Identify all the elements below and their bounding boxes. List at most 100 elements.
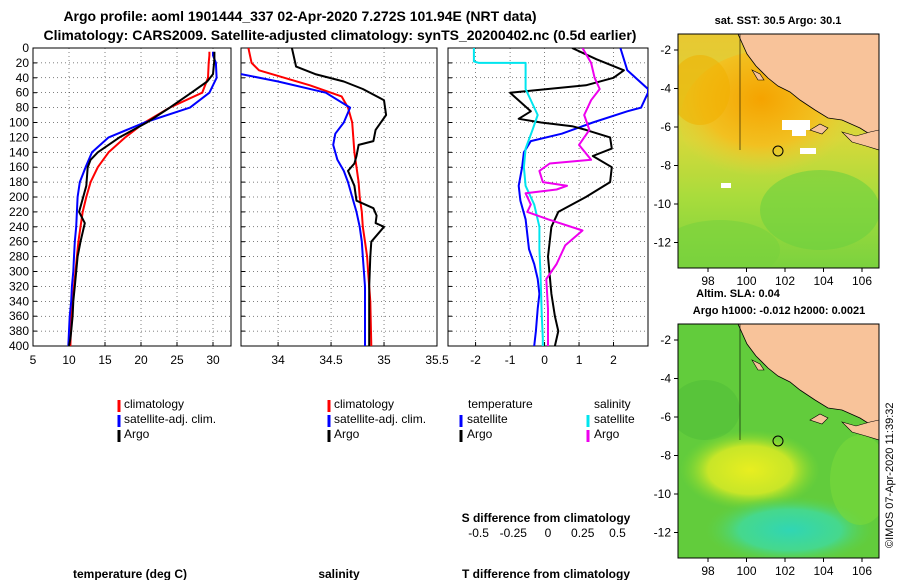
y-tick-label: 120 [9,130,29,144]
map-y-tick-label: -10 [654,487,672,501]
x-tick-label: -2 [470,353,481,367]
top-tick-label: 0.25 [571,526,595,540]
undefined-line-satellite-adj-clim- [241,73,366,346]
undefined-series-group [67,51,218,346]
figure-title-line2: Climatology: CARS2009. Satellite-adjuste… [44,27,637,43]
undefined-line-climatology [247,48,373,346]
sst-map-frame [677,33,880,269]
undefined-line-salinity-satellite [472,48,544,346]
y-tick-label: 380 [9,324,29,338]
x-tick-label: 5 [30,353,37,367]
map-x-tick-label: 100 [736,564,756,578]
map-x-tick-label: 98 [701,564,715,578]
y-tick-label: 360 [9,309,29,323]
top-tick-label: 0.5 [609,526,626,540]
data-series [67,48,648,346]
sla-map-title-line2: Argo h1000: -0.012 h2000: 0.0021 [693,305,865,317]
y-tick-label: 20 [16,56,30,70]
salinity-panel [240,47,438,347]
x-tick-label: 35.5 [425,353,449,367]
legend-sal-satellite-label: satellite [594,412,635,426]
map-x-tick-label: 104 [813,274,833,288]
map-x-tick-label: 102 [775,274,795,288]
undefined-line-temperature-satellite [517,48,648,346]
map-x-tick-label: 98 [701,274,715,288]
map-x-tick-label: 102 [775,564,795,578]
y-tick-label: 260 [9,235,29,249]
y-tick-label: 40 [16,71,30,85]
difference-xlabel: T difference from climatology [462,567,630,580]
x-tick-label: -1 [505,353,516,367]
y-tick-label: 140 [9,145,29,159]
y-tick-label: 220 [9,205,29,219]
undefined-line-salinity-argo [524,48,601,346]
axes: 0204060801001201401601802002202402602803… [9,41,626,540]
map-y-tick-label: -10 [654,197,672,211]
map-y-tick-label: -12 [654,526,672,540]
legend-temp-satellite-label: satellite [467,412,508,426]
y-tick-label: 100 [9,116,29,130]
map-x-tick-label: 100 [736,274,756,288]
imos-credit: ©IMOS 07-Apr-2020 11:39:32 [884,403,896,548]
top-tick-label: -0.5 [468,526,489,540]
legend-argo-label: Argo [124,427,150,441]
y-tick-label: 240 [9,220,29,234]
x-tick-label: 1 [576,353,583,367]
legend-argo-label: Argo [334,427,360,441]
legend-satellite-label: satellite-adj. clim. [334,412,426,426]
x-tick-label: 35 [377,353,391,367]
top-tick-label: -0.25 [500,526,528,540]
difference-legend: temperature satellite Argo salinity sate… [459,397,635,442]
y-tick-label: 180 [9,175,29,189]
figure-title-line1: Argo profile: aoml 1901444_337 02-Apr-20… [63,8,536,24]
y-tick-label: 200 [9,190,29,204]
sst-map-title: sat. SST: 30.5 Argo: 30.1 [715,15,842,27]
map-x-tick-label: 106 [852,564,872,578]
map-y-tick-label: -8 [660,449,671,463]
map-y-tick-label: -4 [660,82,671,96]
temperature-xlabel: temperature (deg C) [73,567,187,580]
legend-sal-argo-label: Argo [594,427,620,441]
salinity-xlabel: salinity [318,567,360,580]
x-tick-label: 30 [206,353,220,367]
map-x-tick-label: 106 [852,274,872,288]
map-axes: -2 -4 -6 -8 -10 -12 98 100 102 104 106 -2 -4 -6 -8 -10 -… [654,43,873,578]
salinity-legend: climatology satellite-adj. clim. Argo [327,397,426,442]
undefined-series-group [241,48,388,346]
map-y-tick-label: -4 [660,372,671,386]
legend-temperature-heading: temperature [468,397,533,411]
y-tick-label: 320 [9,279,29,293]
undefined-line-satellite-adj-clim- [67,51,218,346]
undefined-line-temperature-argo [509,48,625,346]
map-x-tick-label: 104 [813,564,833,578]
y-tick-label: 340 [9,294,29,308]
y-tick-label: 60 [16,86,30,100]
y-tick-label: 0 [22,41,29,55]
x-tick-label: 34.5 [319,353,343,367]
map-y-tick-label: -6 [660,120,671,134]
y-tick-label: 300 [9,265,29,279]
x-tick-label: 10 [62,353,76,367]
map-y-tick-label: -12 [654,236,672,250]
x-tick-label: 15 [98,353,112,367]
map-y-tick-label: -2 [660,333,671,347]
undefined-line-argo [68,51,216,346]
sla-map-frame [677,323,880,559]
legend-temp-argo-label: Argo [467,427,493,441]
legend-climatology-label: climatology [124,397,184,411]
legend-salinity-heading: salinity [594,397,631,411]
map-y-tick-label: -6 [660,410,671,424]
y-tick-label: 80 [16,101,30,115]
undefined-series-group [472,48,648,346]
undefined-line-argo [290,48,388,346]
sla-map [678,324,879,558]
y-tick-label: 160 [9,160,29,174]
temperature-legend: climatology satellite-adj. clim. Argo [117,397,216,442]
y-tick-label: 400 [9,339,29,353]
x-tick-label: 25 [170,353,184,367]
x-tick-label: 34 [271,353,285,367]
x-tick-label: 20 [134,353,148,367]
x-tick-label: 0 [541,353,548,367]
sla-argo-location-marker [772,435,784,447]
